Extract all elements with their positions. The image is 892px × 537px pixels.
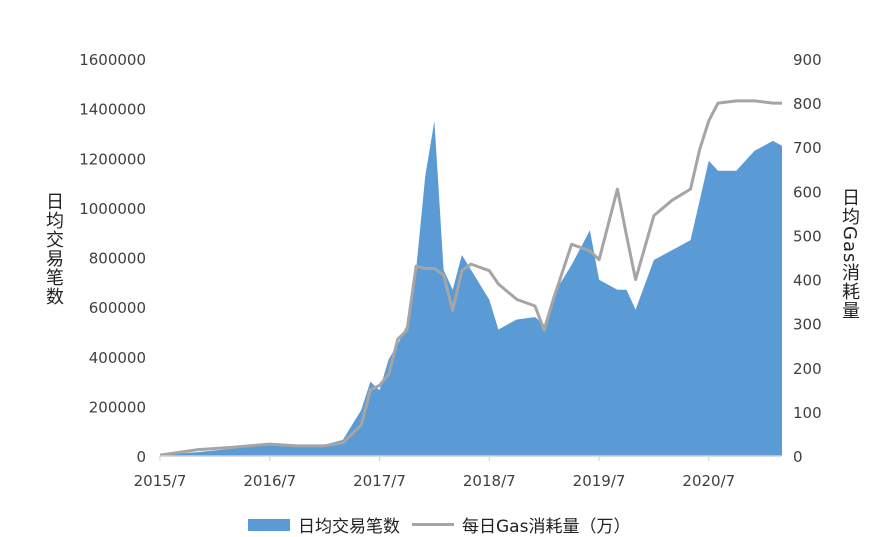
y-right-tick-label: 200 xyxy=(793,360,822,378)
transactions-area-layer xyxy=(160,121,782,456)
y-left-tick-label: 0 xyxy=(136,448,146,466)
y-left-tick-label: 400000 xyxy=(89,349,146,367)
x-tick-label: 2015/7 xyxy=(134,472,187,490)
y-left-tick-label: 1200000 xyxy=(79,150,146,168)
y-right-tick-label: 900 xyxy=(793,51,822,69)
y-right-tick-label: 600 xyxy=(793,183,822,201)
y-right-tick-label: 800 xyxy=(793,95,822,113)
y-left-tick-label: 1400000 xyxy=(79,101,146,119)
gas-line xyxy=(159,99,782,457)
y-left-tick-label: 1600000 xyxy=(79,51,146,69)
x-tick-label: 2018/7 xyxy=(463,472,516,490)
x-ticks: 2015/7 2016/7 2017/7 2018/7 2019/7 2020/7 xyxy=(134,456,735,490)
gas-line-layer xyxy=(159,99,782,457)
y-right-tick-label: 0 xyxy=(793,448,803,466)
y-left-tick-label: 1000000 xyxy=(79,200,146,218)
transactions-area xyxy=(160,121,782,456)
y-right-tick-label: 500 xyxy=(793,227,822,245)
x-tick-label: 2020/7 xyxy=(682,472,735,490)
y-right-tick-label: 400 xyxy=(793,272,822,290)
chart: 2015/7 2016/7 2017/7 2018/7 2019/7 2020/7 020… xyxy=(79,51,822,490)
y-left-tick-label: 200000 xyxy=(89,398,146,416)
y-right-tick-label: 700 xyxy=(793,139,822,157)
y-right-tick-label: 300 xyxy=(793,316,822,334)
x-tick-label: 2019/7 xyxy=(573,472,626,490)
y-left-axis-title: 日均交易笔数 xyxy=(43,192,64,306)
x-tick-label: 2017/7 xyxy=(353,472,406,490)
y-right-ticks: 0 100 200 300 400 500 600 700 800 900 xyxy=(793,51,822,466)
y-left-tick-label: 600000 xyxy=(89,299,146,317)
y-left-ticks: 0 200000 400000 600000 800000 1000000 1200000 1… xyxy=(79,51,146,466)
y-right-tick-label: 100 xyxy=(793,404,822,422)
y-left-tick-label: 800000 xyxy=(89,250,146,268)
x-tick-label: 2016/7 xyxy=(243,472,296,490)
y-right-axis-title: 日均Gas消耗量 xyxy=(839,188,860,321)
